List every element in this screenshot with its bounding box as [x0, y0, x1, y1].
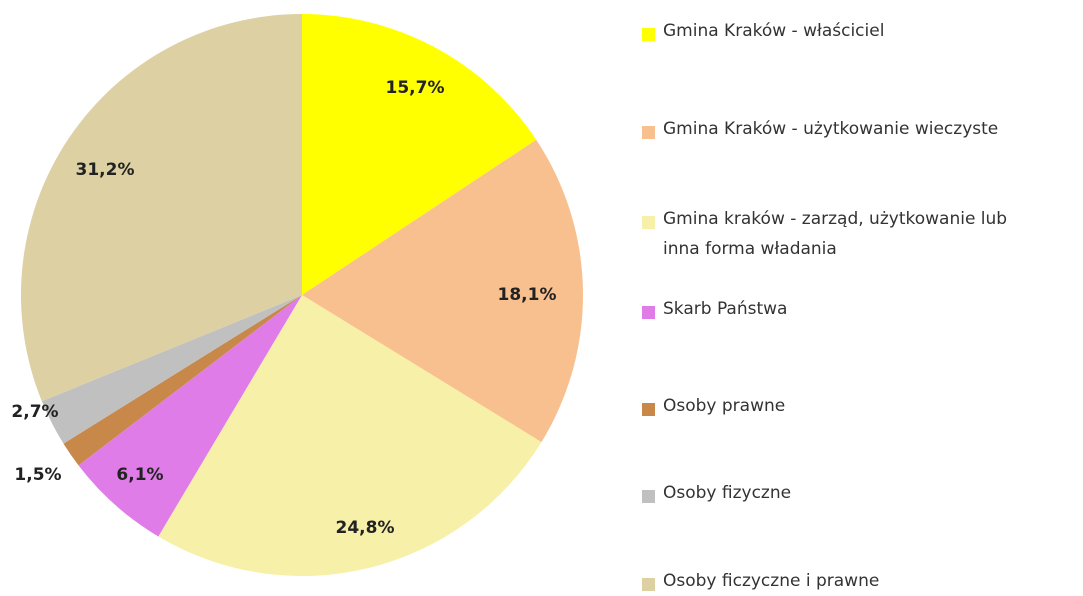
legend-label: Gmina Kraków - użytkowanie wieczyste	[663, 119, 999, 139]
legend-item: Osoby ficzyczne i prawne	[642, 571, 1062, 596]
legend-swatch	[642, 216, 655, 229]
legend-swatch	[642, 578, 655, 591]
data-label: 18,1%	[498, 285, 557, 305]
legend-item: Gmina kraków - zarząd, użytkowanie lub i…	[642, 209, 1062, 264]
chart: 15,7% 18,1% 24,8% 6,1% 1,5% 2,7% 31,2%	[11, 14, 583, 576]
legend-swatch	[642, 490, 655, 503]
data-label: 2,7%	[11, 402, 58, 422]
legend-item: Osoby prawne	[642, 396, 1062, 421]
legend-label: Osoby prawne	[663, 396, 786, 416]
pie-slice	[302, 139, 583, 443]
pie-slice	[63, 295, 303, 466]
pie-slice	[20, 14, 302, 402]
data-label: 6,1%	[116, 465, 163, 485]
legend-swatch	[642, 126, 655, 139]
legend-swatch	[642, 403, 655, 416]
pie-slice	[158, 295, 542, 576]
legend-label: Gmina Kraków - właściciel	[663, 21, 885, 41]
legend-item: Skarb Państwa	[642, 299, 1062, 324]
legend-label: Skarb Państwa	[663, 299, 788, 319]
pie-slice	[302, 14, 537, 295]
legend-label: Gmina kraków - zarząd, użytkowanie lub i…	[663, 209, 1008, 259]
data-label: 31,2%	[76, 160, 135, 180]
data-label: 24,8%	[336, 518, 395, 538]
data-label: 1,5%	[14, 465, 61, 485]
legend-item: Gmina Kraków - użytkowanie wieczyste	[642, 119, 1062, 144]
legend-item: Gmina Kraków - właściciel	[642, 21, 1062, 46]
pie-slice	[41, 295, 302, 444]
data-label: 15,7%	[386, 78, 445, 98]
legend-swatch	[642, 28, 655, 41]
legend-item: Osoby fizyczne	[642, 483, 1062, 508]
legend-label: Osoby ficzyczne i prawne	[663, 571, 880, 591]
pie-slice	[78, 295, 302, 537]
legend-swatch	[642, 306, 655, 319]
legend-label: Osoby fizyczne	[663, 483, 792, 503]
